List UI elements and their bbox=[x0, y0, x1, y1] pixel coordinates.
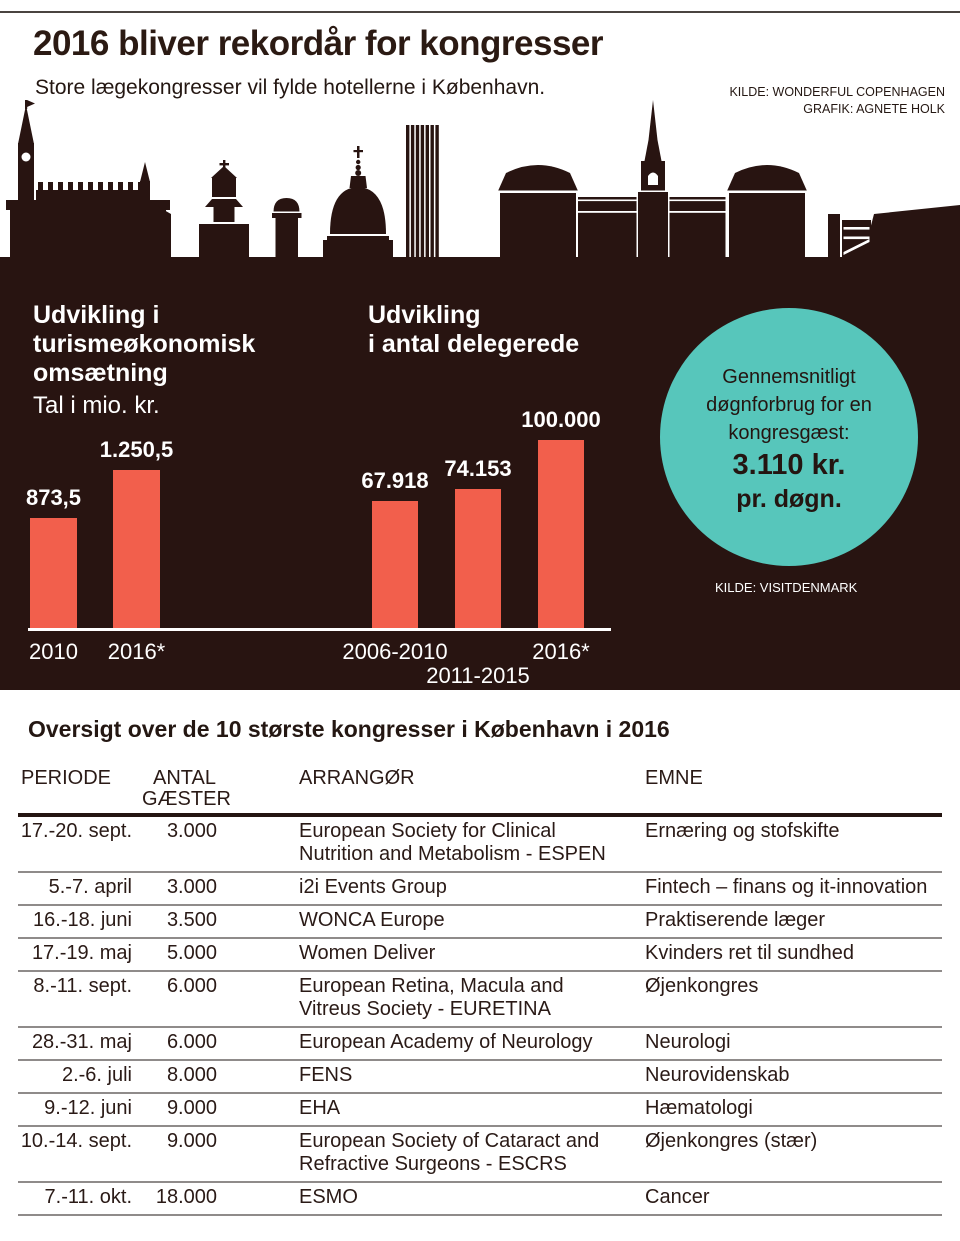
cell-emne: Fintech – finans og it-innovation bbox=[645, 876, 928, 898]
cell-gaester: 9.000 bbox=[166, 1130, 217, 1152]
cell-arrangoer: European Academy of Neurology bbox=[299, 1031, 593, 1053]
table-row: 8.-11. sept. 6.000 European Retina, Macula… bbox=[18, 970, 942, 1026]
cell-arrangoer: WONCA Europe bbox=[299, 909, 445, 931]
cell-emne: Neurovidenskab bbox=[645, 1064, 790, 1086]
x-axis-label: 2006-2010 bbox=[342, 639, 448, 664]
cell-gaester: 3.000 bbox=[166, 876, 217, 898]
bar-value-label: 1.250,5 bbox=[99, 437, 174, 462]
cell-periode: 2.-6. juli bbox=[61, 1064, 132, 1086]
x-axis-label: 2010 bbox=[29, 639, 78, 664]
cell-emne: Kvinders ret til sundhed bbox=[645, 942, 855, 964]
x-axis-label: 2016* bbox=[107, 639, 166, 664]
cell-emne: Ernæring og stofskifte bbox=[645, 820, 840, 842]
cell-arrangoer: Women Deliver bbox=[299, 942, 436, 964]
cell-emne: Praktiserende læger bbox=[645, 909, 826, 931]
cell-periode: 16.-18. juni bbox=[33, 909, 132, 931]
table-row: 28.-31. maj 6.000 European Academy of Neur… bbox=[18, 1026, 942, 1059]
page-title: 2016 bliver rekordår for kongresser bbox=[33, 24, 604, 63]
cell-emne: Øjenkongres (stær) bbox=[645, 1130, 818, 1152]
cell-periode: 7.-11. okt. bbox=[44, 1186, 132, 1208]
x-axis-label: 2011-2015 bbox=[426, 663, 530, 688]
table-row: 17.-19. maj 5.000 Women Deliver Kvinders re… bbox=[18, 937, 942, 970]
circle-amount: 3.110 kr. bbox=[732, 448, 846, 481]
top-divider bbox=[0, 11, 960, 13]
cell-arrangoer: European Society of Cataract and Refract… bbox=[299, 1130, 600, 1175]
column-header: ARRANGØR bbox=[299, 767, 415, 789]
chart-unit-label: Tal i mio. kr. bbox=[33, 392, 160, 419]
cell-periode: 9.-12. juni bbox=[44, 1097, 132, 1119]
x-axis-label: 2016* bbox=[532, 639, 590, 664]
circle-text-line: kongresgæst: bbox=[728, 421, 850, 444]
page-subtitle: Store lægekongresser vil fylde hotellern… bbox=[35, 76, 546, 99]
cell-periode: 17.-20. sept. bbox=[20, 820, 132, 842]
cell-emne: Neurologi bbox=[645, 1031, 731, 1053]
bar bbox=[113, 470, 160, 630]
bar-value-label: 67.918 bbox=[361, 468, 429, 493]
copenhagen-skyline-illustration bbox=[6, 100, 960, 260]
table-row: 2.-6. juli 8.000 FENS Neurovidenskab bbox=[18, 1059, 942, 1092]
bar bbox=[30, 518, 77, 630]
bar-group: 67.918 bbox=[361, 440, 429, 630]
column-header: EMNE bbox=[645, 767, 703, 789]
table-row: 7.-11. okt. 18.000 ESMO Cancer bbox=[18, 1181, 942, 1216]
chart-title-delegates: Udvikling i antal delegerede bbox=[368, 301, 580, 358]
bar-group: 873,5 bbox=[26, 470, 81, 630]
bar-group: 74.153 bbox=[444, 440, 512, 630]
table-row: 10.-14. sept. 9.000 European Society of Ca… bbox=[18, 1125, 942, 1181]
table-row: 9.-12. juni 9.000 EHA Hæmatologi bbox=[18, 1092, 942, 1125]
circle-text-line: Gennemsnitligt bbox=[722, 365, 856, 388]
visitdenmark-source: KILDE: VISITDENMARK bbox=[715, 580, 858, 595]
chart-baseline bbox=[28, 628, 611, 631]
bar-chart-turnover: 873,5 2010 1.250,5 2016* bbox=[26, 437, 173, 664]
cell-arrangoer: European Society for Clinical Nutrition … bbox=[299, 820, 606, 865]
bar bbox=[538, 440, 584, 630]
cell-arrangoer: FENS bbox=[299, 1064, 353, 1086]
bar-value-label: 74.153 bbox=[444, 456, 512, 481]
cell-arrangoer: ESMO bbox=[299, 1186, 358, 1208]
chart-title-turnover: Udvikling i turismeøkonomisk omsætning bbox=[33, 301, 256, 387]
bar-group: 1.250,5 bbox=[100, 437, 173, 630]
cell-gaester: 18.000 bbox=[155, 1186, 217, 1208]
cell-gaester: 8.000 bbox=[166, 1064, 217, 1086]
bar-chart-delegates: 67.918 2006-2010 74.153 2011-2015 100.000 201… bbox=[342, 407, 601, 688]
cell-periode: 28.-31. maj bbox=[31, 1031, 132, 1053]
bar bbox=[455, 489, 501, 630]
circle-text-line: døgnforbrug for en bbox=[706, 393, 872, 416]
credit-line: KILDE: WONDERFUL COPENHAGEN bbox=[729, 85, 945, 99]
table-row: 17.-20. sept. 3.000 European Society for C… bbox=[18, 817, 942, 871]
cell-gaester: 3.000 bbox=[166, 820, 217, 842]
table-row: 5.-7. april 3.000 i2i Events Group Fintech … bbox=[18, 871, 942, 904]
cell-emne: Cancer bbox=[645, 1186, 710, 1208]
column-header: ANTAL GÆSTER bbox=[142, 767, 231, 810]
cell-arrangoer: i2i Events Group bbox=[299, 876, 447, 898]
cell-arrangoer: European Retina, Macula and Vitreus Soci… bbox=[299, 975, 564, 1020]
cell-emne: Øjenkongres bbox=[645, 975, 759, 997]
congress-table: PERIODE ANTAL GÆSTER ARRANGØR EMNE 17.-20. s… bbox=[18, 762, 942, 1216]
bar-group: 100.000 bbox=[521, 407, 601, 630]
bar bbox=[372, 501, 418, 630]
circle-per-day: pr. døgn. bbox=[736, 484, 842, 513]
cell-gaester: 5.000 bbox=[166, 942, 217, 964]
cell-gaester: 6.000 bbox=[166, 975, 217, 997]
cell-gaester: 9.000 bbox=[166, 1097, 217, 1119]
table-row: 16.-18. juni 3.500 WONCA Europe Praktiseren… bbox=[18, 904, 942, 937]
credit-line: GRAFIK: AGNETE HOLK bbox=[803, 102, 945, 116]
column-header: PERIODE bbox=[21, 767, 112, 789]
table-header-row: PERIODE ANTAL GÆSTER ARRANGØR EMNE bbox=[18, 762, 942, 817]
cell-gaester: 6.000 bbox=[166, 1031, 217, 1053]
avg-spend-circle: Gennemsnitligt døgnforbrug for en kongre… bbox=[660, 308, 918, 566]
table-heading: Oversigt over de 10 største kongresser i… bbox=[28, 716, 670, 742]
cell-emne: Hæmatologi bbox=[645, 1097, 753, 1119]
cell-periode: 10.-14. sept. bbox=[20, 1130, 132, 1152]
source-credits: KILDE: WONDERFUL COPENHAGEN GRAFIK: AGNE… bbox=[729, 84, 945, 118]
cell-periode: 8.-11. sept. bbox=[33, 975, 132, 997]
cell-periode: 17.-19. maj bbox=[31, 942, 132, 964]
cell-periode: 5.-7. april bbox=[48, 876, 132, 898]
bar-value-label: 100.000 bbox=[521, 407, 601, 432]
cell-arrangoer: EHA bbox=[299, 1097, 341, 1119]
cell-gaester: 3.500 bbox=[166, 909, 217, 931]
bar-value-label: 873,5 bbox=[25, 485, 82, 510]
